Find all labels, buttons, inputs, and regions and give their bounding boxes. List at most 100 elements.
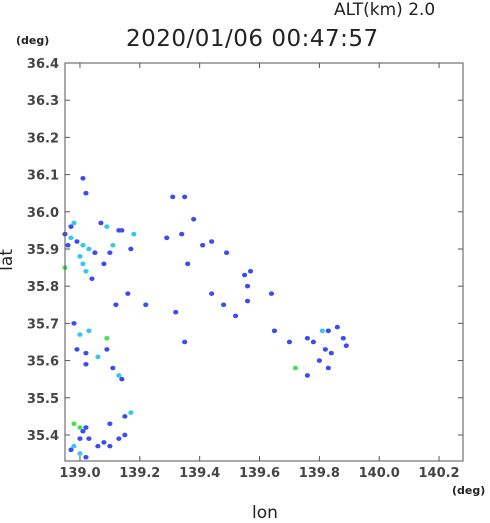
data-point bbox=[83, 350, 89, 356]
data-point bbox=[83, 454, 89, 460]
data-point bbox=[334, 324, 340, 330]
x-tick-label: 139.4 bbox=[179, 466, 220, 481]
data-point bbox=[191, 216, 197, 222]
data-point bbox=[74, 347, 80, 352]
data-point bbox=[74, 239, 80, 244]
data-point bbox=[86, 328, 92, 334]
data-point bbox=[319, 328, 325, 334]
data-point bbox=[83, 268, 89, 274]
y-tick-label: 35.6 bbox=[27, 355, 59, 370]
data-point bbox=[71, 443, 77, 449]
altitude-label: ALT(km) 2.0 bbox=[334, 0, 436, 20]
data-point bbox=[77, 451, 83, 456]
data-point bbox=[80, 428, 86, 434]
data-point bbox=[95, 443, 101, 449]
data-point bbox=[173, 309, 179, 315]
data-point bbox=[221, 302, 227, 308]
data-point bbox=[68, 235, 74, 241]
data-point bbox=[247, 268, 254, 274]
data-point bbox=[122, 414, 128, 419]
data-point bbox=[86, 246, 92, 252]
data-point bbox=[92, 250, 98, 256]
data-point bbox=[71, 321, 77, 326]
points-layer bbox=[62, 176, 349, 460]
x-tick-label: 139.8 bbox=[299, 466, 340, 481]
data-point bbox=[119, 376, 125, 382]
data-point bbox=[98, 220, 104, 226]
data-point bbox=[316, 358, 322, 363]
data-point bbox=[68, 224, 74, 229]
x-axis-unit: (deg) bbox=[452, 484, 486, 497]
data-point bbox=[101, 440, 107, 445]
x-tick-label: 139.6 bbox=[239, 466, 280, 481]
data-point bbox=[104, 347, 110, 352]
data-point bbox=[209, 239, 215, 244]
x-axis-label: lon bbox=[252, 503, 278, 523]
data-point bbox=[113, 302, 119, 308]
y-tick-label: 36.3 bbox=[27, 94, 59, 109]
ticks-layer: 139.0 139.2 139.4 139.6 139.8 140.0 140.2 35.4 3… bbox=[27, 57, 463, 481]
data-point bbox=[77, 332, 83, 337]
plot-area-frame bbox=[64, 62, 464, 462]
data-point bbox=[107, 421, 113, 427]
y-axis-unit: (deg) bbox=[16, 34, 50, 47]
y-tick-label: 35.8 bbox=[27, 280, 59, 295]
x-tick-label: 140.2 bbox=[418, 466, 459, 481]
data-point bbox=[182, 194, 188, 200]
data-point bbox=[322, 347, 328, 352]
data-point bbox=[182, 339, 188, 345]
data-point bbox=[179, 231, 185, 237]
y-tick-label: 35.9 bbox=[27, 243, 59, 258]
y-tick-label: 36.2 bbox=[27, 131, 59, 146]
data-point bbox=[328, 350, 334, 356]
data-point bbox=[71, 421, 77, 427]
data-point bbox=[223, 250, 230, 256]
data-point bbox=[89, 276, 95, 282]
data-point bbox=[244, 283, 251, 289]
data-point bbox=[71, 220, 77, 226]
data-point bbox=[83, 361, 89, 367]
data-point bbox=[143, 302, 149, 308]
data-point bbox=[244, 298, 251, 304]
y-tick-label: 36.4 bbox=[27, 57, 59, 72]
data-point bbox=[116, 436, 122, 441]
data-point bbox=[170, 194, 176, 200]
data-point bbox=[241, 272, 248, 278]
data-point bbox=[77, 425, 83, 430]
data-point bbox=[209, 291, 215, 296]
data-point bbox=[80, 261, 86, 267]
x-tick-label: 139.2 bbox=[119, 466, 160, 481]
data-point bbox=[83, 190, 89, 196]
data-point bbox=[116, 373, 122, 378]
data-point bbox=[86, 436, 92, 441]
y-tick-label: 36.1 bbox=[27, 169, 59, 184]
data-point bbox=[65, 242, 71, 248]
data-point bbox=[77, 254, 83, 259]
data-point bbox=[77, 436, 83, 441]
x-tick-label: 140.0 bbox=[359, 466, 400, 481]
data-point bbox=[310, 339, 316, 345]
data-point bbox=[304, 335, 310, 341]
data-point bbox=[110, 365, 116, 371]
data-point bbox=[83, 425, 89, 430]
data-point bbox=[107, 250, 113, 256]
data-point bbox=[286, 339, 293, 345]
data-point bbox=[271, 328, 278, 334]
data-point bbox=[107, 443, 113, 449]
y-tick-label: 35.5 bbox=[27, 392, 59, 407]
data-point bbox=[80, 176, 86, 181]
data-point bbox=[128, 410, 134, 415]
data-point bbox=[185, 261, 191, 267]
y-tick-label: 35.7 bbox=[27, 317, 59, 332]
data-point bbox=[104, 335, 110, 341]
data-point bbox=[343, 343, 349, 348]
data-point bbox=[325, 328, 331, 334]
data-point bbox=[101, 261, 107, 267]
data-point bbox=[325, 365, 331, 371]
data-point bbox=[292, 365, 299, 371]
data-point bbox=[200, 242, 206, 248]
data-point bbox=[110, 242, 116, 248]
data-point bbox=[128, 246, 134, 252]
data-point bbox=[104, 224, 110, 229]
